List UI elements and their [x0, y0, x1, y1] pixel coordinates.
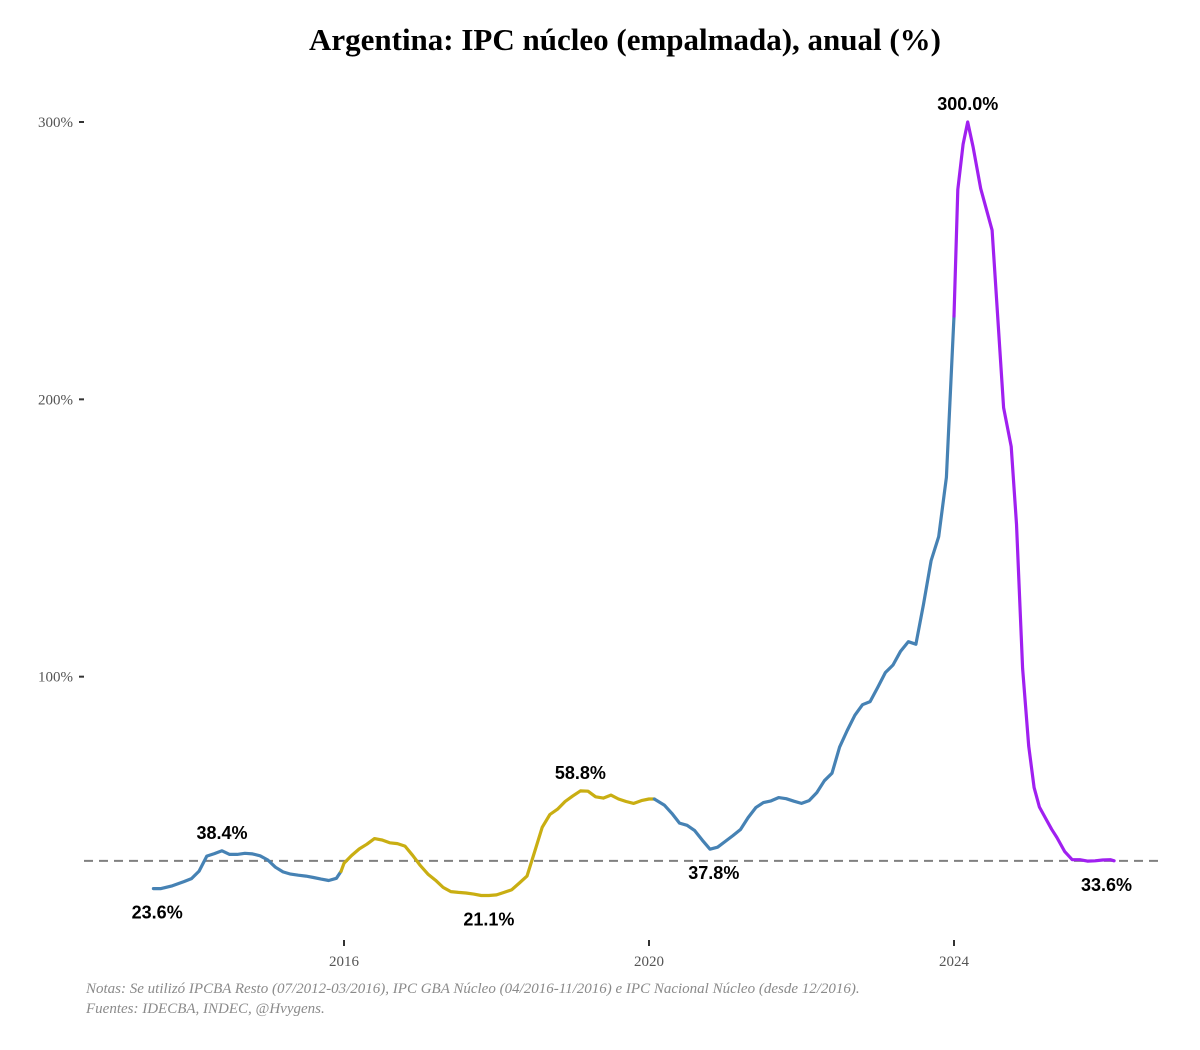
series-line-segment-1	[339, 789, 656, 898]
y-tick-label: 100%	[38, 670, 73, 686]
sources-line: Fuentes: IDECBA, INDEC, @Hvygens.	[86, 1001, 325, 1017]
data-label: 300.0%	[937, 94, 998, 114]
data-label: 38.4%	[196, 823, 247, 843]
data-label: 21.1%	[463, 909, 514, 929]
axes-layer: 100% 200% 300% 2016 2020 2024	[38, 115, 970, 970]
data-label: 58.8%	[555, 763, 606, 783]
series-line-segment-2	[652, 314, 956, 851]
data-label: 23.6%	[132, 903, 183, 923]
point-labels-layer: 23.6% 38.4% 21.1% 58.8% 37.8% 300.0% 33.6%	[132, 94, 1132, 929]
series-line-segment-0	[151, 849, 343, 891]
x-tick-label: 2016	[329, 954, 360, 970]
data-label: 33.6%	[1081, 875, 1132, 895]
x-tick-label: 2020	[634, 954, 664, 970]
series-layer	[151, 120, 1116, 898]
chart-title: Argentina: IPC núcleo (empalmada), anual…	[308, 22, 942, 57]
y-tick-label: 300%	[38, 115, 73, 131]
notes-line: Notas: Se utilizó IPCBA Resto (07/2012-0…	[86, 981, 860, 997]
y-tick-label: 200%	[38, 392, 73, 408]
data-label: 37.8%	[688, 863, 739, 883]
x-tick-label: 2024	[939, 954, 970, 970]
series-line-segment-3	[952, 120, 1116, 863]
